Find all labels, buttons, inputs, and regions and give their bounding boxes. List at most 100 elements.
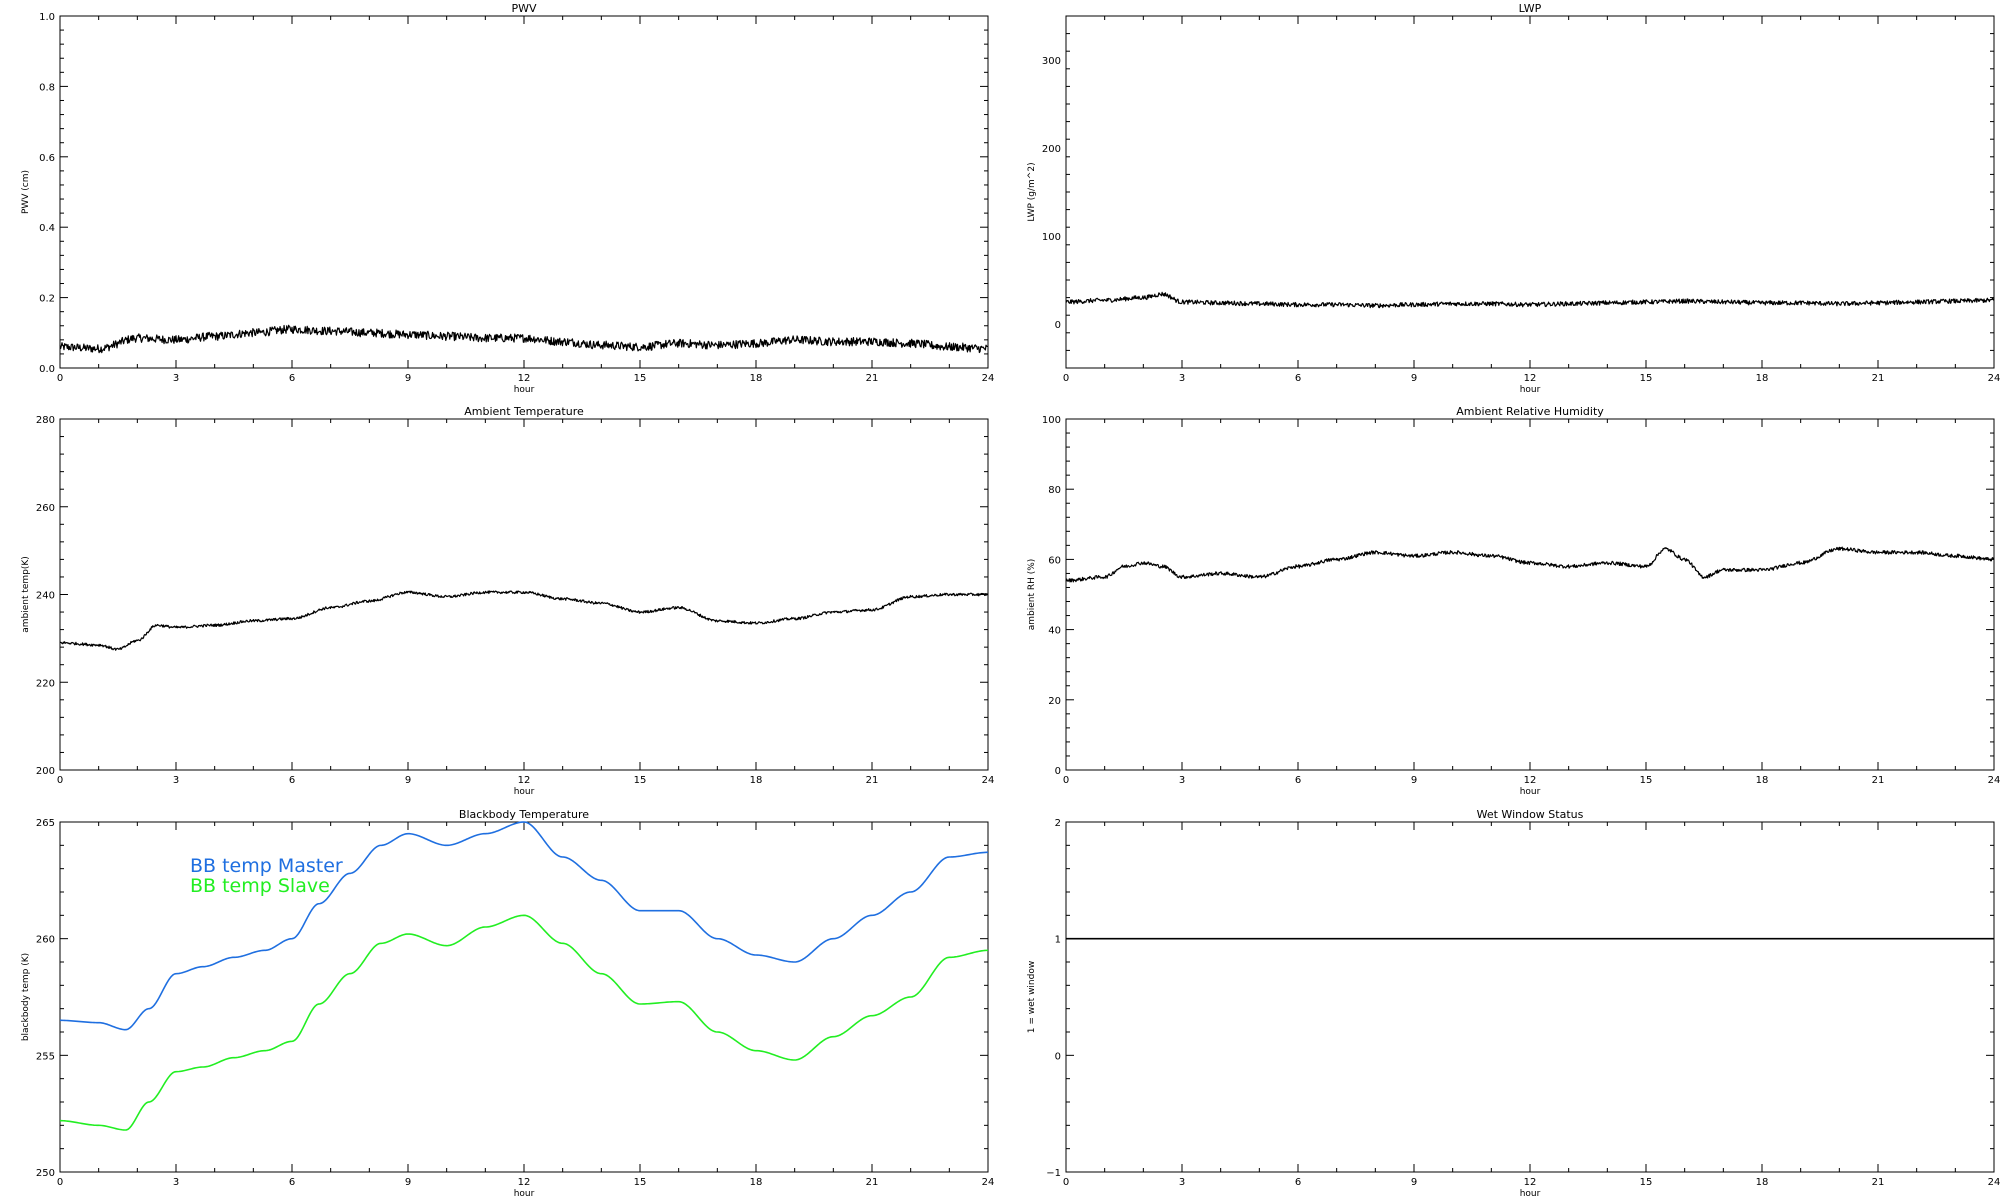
y-axis-label: PWV (cm): [21, 170, 31, 214]
chart-title: Ambient Temperature: [464, 405, 584, 418]
x-tick-label: 9: [1411, 1177, 1417, 1188]
plot-frame: [59, 418, 989, 771]
x-tick-label: 18: [750, 373, 763, 384]
x-tick-label: 12: [518, 1177, 531, 1188]
chart-title: Ambient Relative Humidity: [1456, 405, 1604, 418]
x-tick-label: 21: [1872, 373, 1885, 384]
y-axis-label: ambient temp(K): [21, 556, 31, 633]
x-tick-label: 15: [634, 775, 647, 786]
x-tick-label: 3: [173, 1177, 179, 1188]
x-tick-label: 12: [1524, 775, 1537, 786]
x-tick-label: 18: [1756, 373, 1769, 384]
legend-entry: BB temp Master: [190, 855, 343, 877]
y-tick-label: 300: [1042, 56, 1061, 67]
x-tick-label: 12: [518, 775, 531, 786]
x-tick-label: 12: [518, 373, 531, 384]
y-axis-label: LWP (g/m^2): [1027, 162, 1037, 221]
y-tick-label: 260: [36, 935, 55, 946]
x-tick-label: 3: [1179, 373, 1185, 384]
x-tick-label: 3: [1179, 1177, 1185, 1188]
pwv-panel: PWV 0 3 6 9 12 15 18 21 24 hour 0.0 0.2 0.4 0.6 0.8 1.0 P…: [21, 2, 994, 395]
x-tick-label: 21: [1872, 1177, 1885, 1188]
y-tick-label: 2: [1055, 818, 1061, 829]
plot-frame: [1065, 15, 1995, 369]
x-tick-label: 9: [1411, 775, 1417, 786]
lwp-panel: LWP 0 3 6 9 12 15 18 21 24 hour 0 100 200 300 LWP (g/m^…: [1027, 2, 2000, 395]
x-tick-label: 21: [866, 775, 879, 786]
x-tick-label: 3: [173, 373, 179, 384]
x-axis-label: hour: [1520, 385, 1541, 395]
series-line-1: [59, 914, 989, 1131]
ambient-rh-panel: Ambient Relative Humidity 0 3 6 9 12 15 18 21 24 h…: [1027, 405, 2000, 797]
chart-title: LWP: [1519, 2, 1542, 15]
y-tick-label: −1: [1046, 1168, 1061, 1179]
x-tick-label: 0: [1063, 775, 1069, 786]
x-tick-label: 21: [866, 373, 879, 384]
x-tick-label: 0: [57, 775, 63, 786]
y-tick-label: 0.6: [39, 153, 55, 164]
y-tick-label: 0: [1055, 766, 1061, 777]
y-tick-label: 0.0: [39, 364, 55, 375]
x-tick-label: 9: [405, 775, 411, 786]
y-tick-label: 0: [1055, 1051, 1061, 1062]
y-tick-label: 1.0: [39, 12, 55, 23]
plot-frame: [1065, 821, 1995, 1173]
x-tick-label: 6: [1295, 1177, 1301, 1188]
y-tick-label: 60: [1048, 555, 1061, 566]
series-line-0: [1065, 291, 1995, 309]
y-tick-label: 20: [1048, 696, 1061, 707]
x-axis-label: hour: [1520, 787, 1541, 797]
x-tick-label: 21: [866, 1177, 879, 1188]
y-tick-label: 0.2: [39, 294, 55, 305]
x-tick-label: 6: [1295, 775, 1301, 786]
y-tick-label: 80: [1048, 485, 1061, 496]
x-tick-label: 24: [982, 775, 995, 786]
x-tick-label: 24: [1988, 775, 2000, 786]
x-tick-label: 6: [1295, 373, 1301, 384]
x-axis-label: hour: [514, 1189, 535, 1199]
x-tick-label: 15: [1640, 1177, 1653, 1188]
y-tick-label: 200: [36, 766, 55, 777]
plot-frame: [59, 15, 989, 369]
series-line-0: [59, 590, 989, 651]
x-axis-label: hour: [514, 385, 535, 395]
x-tick-label: 9: [405, 373, 411, 384]
y-tick-label: 200: [1042, 144, 1061, 155]
x-tick-label: 0: [57, 373, 63, 384]
ambient-temp-panel: Ambient Temperature 0 3 6 9 12 15 18 21 24 hour 200…: [21, 405, 994, 797]
x-tick-label: 12: [1524, 1177, 1537, 1188]
x-tick-label: 18: [1756, 775, 1769, 786]
x-axis-label: hour: [514, 787, 535, 797]
x-tick-label: 15: [1640, 373, 1653, 384]
x-tick-label: 9: [1411, 373, 1417, 384]
x-tick-label: 21: [1872, 775, 1885, 786]
y-tick-label: 40: [1048, 626, 1061, 637]
x-tick-label: 18: [750, 1177, 763, 1188]
series-line-0: [1065, 546, 1995, 583]
legend-entry: BB temp Slave: [190, 875, 330, 897]
x-tick-label: 6: [289, 775, 295, 786]
y-axis-label: blackbody temp (K): [21, 953, 31, 1041]
x-tick-label: 15: [1640, 775, 1653, 786]
y-tick-label: 220: [36, 678, 55, 689]
chart-title: Wet Window Status: [1477, 808, 1584, 821]
plot-frame: [1065, 418, 1995, 771]
x-tick-label: 15: [634, 373, 647, 384]
y-tick-label: 0.4: [39, 223, 55, 234]
x-tick-label: 0: [57, 1177, 63, 1188]
x-tick-label: 12: [1524, 373, 1537, 384]
y-tick-label: 100: [1042, 232, 1061, 243]
y-tick-label: 255: [36, 1051, 55, 1062]
y-tick-label: 240: [36, 591, 55, 602]
y-axis-label: ambient RH (%): [1027, 559, 1037, 631]
y-axis-label: 1 = wet window: [1027, 961, 1037, 1033]
series-line-0: [59, 324, 989, 354]
y-tick-label: 260: [36, 503, 55, 514]
y-tick-label: 1: [1055, 935, 1061, 946]
x-axis-label: hour: [1520, 1189, 1541, 1199]
x-tick-label: 24: [1988, 373, 2000, 384]
y-tick-label: 250: [36, 1168, 55, 1179]
series-line-0: [59, 821, 989, 1031]
